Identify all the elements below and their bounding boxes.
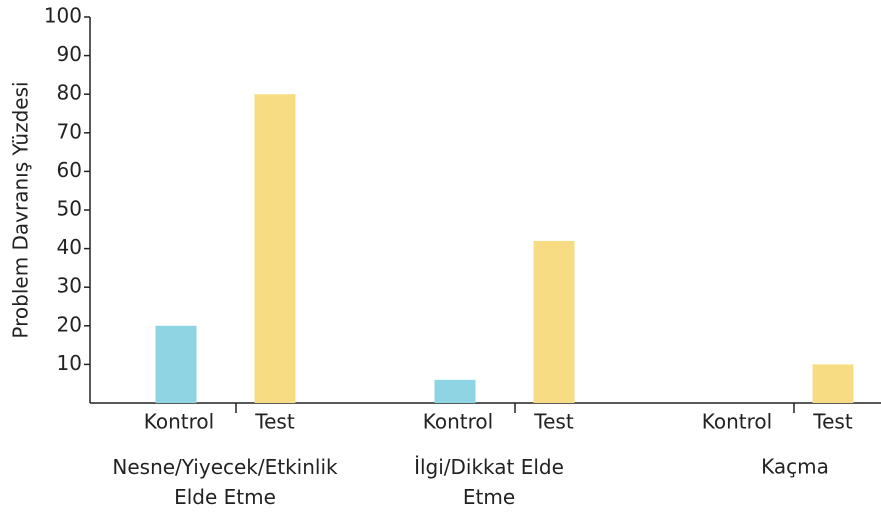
bar [155,325,197,403]
bar [434,379,476,403]
series-label: Test [254,410,295,434]
y-tick-label: 50 [57,197,82,221]
category-label: İlgi/Dikkat Elde Etme [414,455,564,509]
bar [812,364,854,403]
y-tick-label: 60 [57,158,82,182]
y-tick-label: 10 [57,351,82,375]
bar [254,94,296,403]
y-tick-label: 30 [57,274,82,298]
category-label: Nesne/Yiyecek/Etkinlik Elde Etme [112,455,338,509]
y-tick-label: 80 [57,81,82,105]
y-axis-label: Problem Davranış Yüzdesi [9,81,33,338]
category-label: Kaçma [761,455,829,479]
series-label: Kontrol [423,410,493,434]
series-label: Test [812,410,853,434]
y-tick-label: 90 [57,42,82,66]
y-tick-label: 100 [44,4,82,28]
bar [533,240,575,403]
series-label: Test [533,410,574,434]
y-tick-label: 20 [57,312,82,336]
series-label: Kontrol [144,410,214,434]
y-tick-label: 70 [57,119,82,143]
series-label: Kontrol [702,410,772,434]
y-tick-label: 40 [57,235,82,259]
